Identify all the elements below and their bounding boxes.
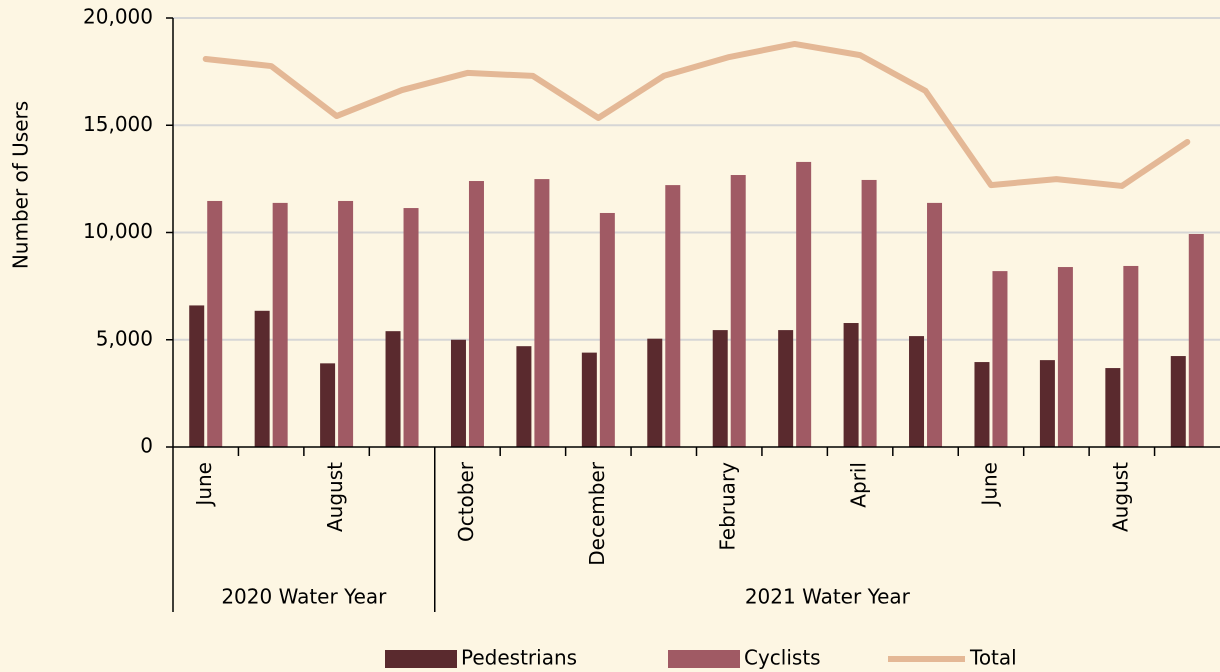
bar	[320, 363, 336, 447]
group-label: 2021 Water Year	[745, 585, 911, 609]
y-tick-label: 20,000	[83, 5, 153, 29]
legend-swatch	[385, 650, 457, 668]
bar	[1188, 234, 1204, 447]
y-tick-label: 0	[140, 434, 153, 458]
y-tick-label: 5,000	[96, 326, 153, 350]
bar	[730, 175, 746, 447]
bar	[189, 305, 205, 447]
legend-swatch	[668, 650, 740, 668]
y-tick-label: 10,000	[83, 219, 153, 243]
legend-label: Pedestrians	[461, 646, 577, 670]
bar	[468, 181, 484, 447]
x-tick-label: February	[716, 462, 740, 551]
bar	[1170, 356, 1186, 447]
bar	[861, 179, 877, 447]
bar	[909, 336, 925, 447]
bar	[338, 200, 354, 447]
bar	[272, 202, 288, 447]
x-tick-label: June	[192, 462, 216, 508]
bar	[778, 330, 794, 447]
bar	[207, 200, 223, 447]
bar	[385, 331, 401, 447]
y-axis-label: Number of Users	[9, 101, 33, 269]
x-tick-label: April	[847, 462, 871, 508]
bar	[843, 323, 859, 447]
bar	[992, 271, 1008, 447]
bar	[403, 208, 419, 447]
y-tick-label: 15,000	[83, 112, 153, 136]
x-tick-label: December	[585, 461, 609, 565]
bar	[712, 330, 728, 447]
x-tick-label: October	[454, 461, 478, 542]
bar	[796, 161, 812, 447]
x-tick-label: August	[1108, 462, 1132, 532]
bar	[450, 339, 466, 447]
bar	[581, 352, 597, 447]
bar	[1123, 265, 1139, 447]
bar	[647, 338, 663, 447]
bar	[927, 202, 943, 447]
legend-label: Total	[969, 646, 1017, 670]
line	[202, 40, 1191, 189]
bar	[1057, 267, 1073, 447]
legend-label: Cyclists	[744, 646, 821, 670]
x-tick-label: June	[977, 462, 1001, 508]
bar	[665, 185, 681, 447]
bar	[599, 212, 615, 447]
bar	[974, 362, 990, 447]
bar	[516, 346, 532, 447]
bar	[254, 310, 270, 447]
bar	[1039, 360, 1055, 447]
bar	[1105, 368, 1121, 447]
bar	[534, 179, 550, 448]
group-label: 2020 Water Year	[221, 585, 387, 609]
x-tick-label: August	[323, 462, 347, 532]
